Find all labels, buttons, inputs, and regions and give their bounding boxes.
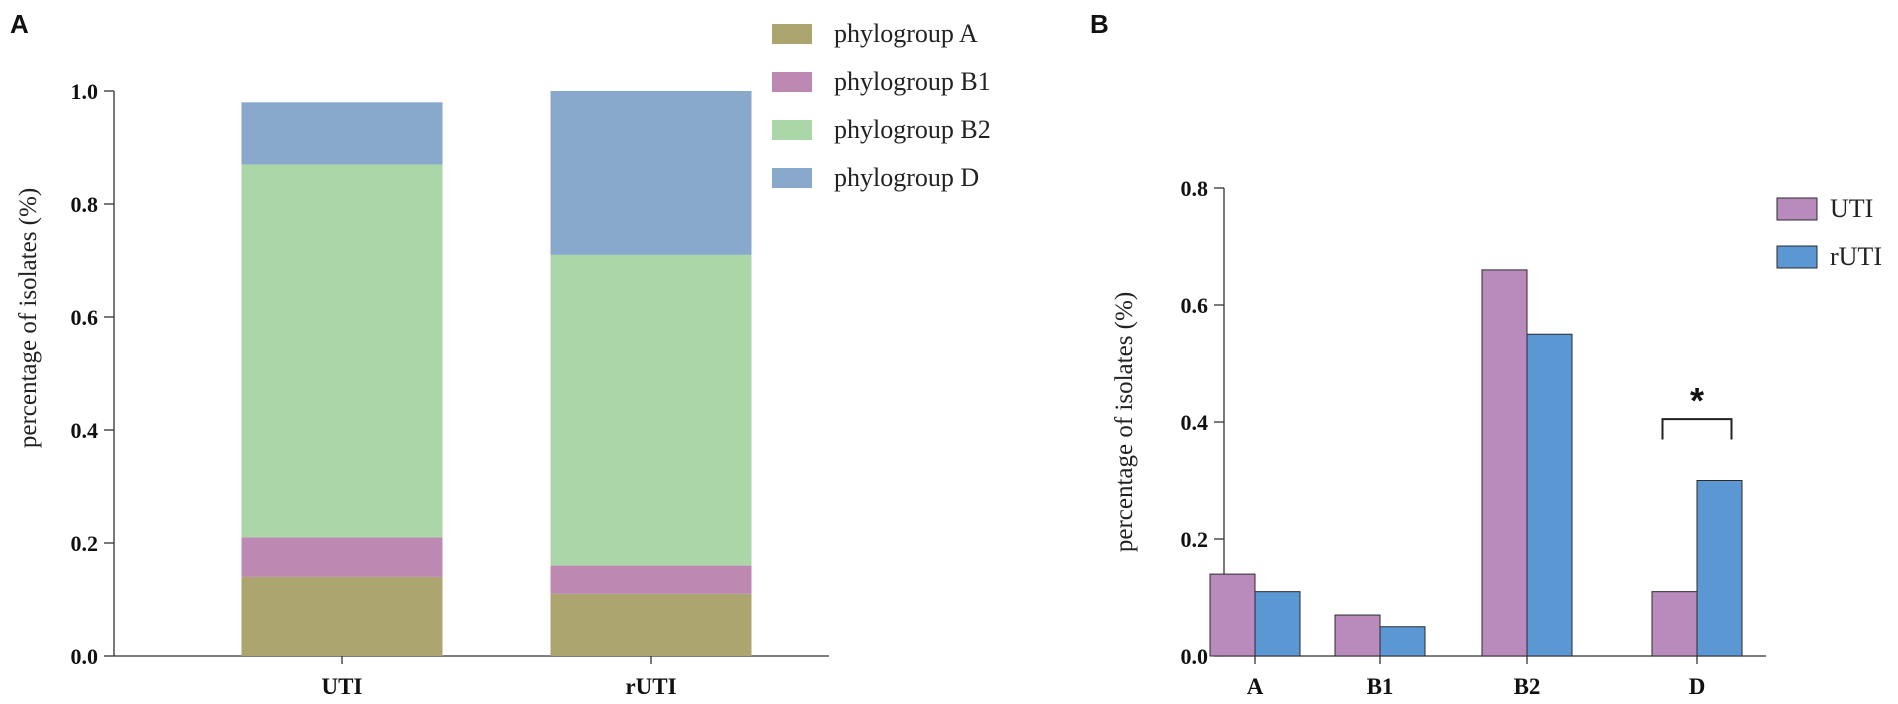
y-tick-label-b: 0.2 <box>1181 527 1209 552</box>
bar-uti-phylogroup-d <box>241 102 443 165</box>
x-tick-label-ruti: rUTI <box>625 674 676 699</box>
legend-swatch-phylogroup-b1 <box>772 72 812 92</box>
panel-label-b: B <box>1090 9 1109 39</box>
y-axis-label-a: percentage of isolates (%) <box>15 188 42 448</box>
bar-ruti-phylogroup-a <box>550 593 752 656</box>
significance-marker: * <box>1690 380 1704 421</box>
bar-ruti-phylogroup-b1 <box>550 565 752 594</box>
legend-label-uti: UTI <box>1830 194 1873 223</box>
x-tick-label-d: D <box>1689 674 1706 699</box>
y-tick-label-a: 0.4 <box>71 418 99 443</box>
y-tick-label-b: 0.8 <box>1181 176 1209 201</box>
legend-item-phylogroup-a: phylogroup A <box>772 19 978 48</box>
bar-ruti-phylogroup-b2 <box>550 254 752 566</box>
y-tick-label-b: 0.0 <box>1181 644 1209 669</box>
legend-swatch-ruti <box>1776 245 1818 269</box>
x-tick-label-a: A <box>1247 674 1264 699</box>
y-tick-label-a: 0.2 <box>71 531 99 556</box>
bar-ruti-phylogroup-d <box>550 91 752 255</box>
legend-label-ruti: rUTI <box>1830 242 1882 271</box>
bar-b1-ruti <box>1379 626 1426 657</box>
legend-item-phylogroup-d: phylogroup D <box>772 163 979 192</box>
y-tick-label-a: 0.6 <box>71 305 99 330</box>
y-tick-label-a: 0.0 <box>71 644 99 669</box>
legend-label-phylogroup-b2: phylogroup B2 <box>834 115 991 144</box>
legend-swatch-phylogroup-d <box>772 168 812 188</box>
bar-uti-phylogroup-b1 <box>241 537 443 577</box>
legend-item-ruti: rUTI <box>1776 242 1882 271</box>
bar-b2-uti <box>1481 269 1528 657</box>
legend-swatch-phylogroup-b2 <box>772 120 812 140</box>
legend-swatch-phylogroup-a <box>772 24 812 44</box>
bar-a-uti <box>1209 573 1256 657</box>
y-tick-label-a: 1.0 <box>71 79 99 104</box>
bar-d-ruti <box>1696 480 1743 657</box>
y-axis-label-b: percentage of isolates (%) <box>1111 292 1138 552</box>
legend-label-phylogroup-a: phylogroup A <box>834 19 978 48</box>
legend-item-phylogroup-b2: phylogroup B2 <box>772 115 991 144</box>
y-tick-label-b: 0.6 <box>1181 293 1209 318</box>
bar-uti-phylogroup-a <box>241 576 443 656</box>
bar-b2-ruti <box>1526 333 1573 657</box>
y-tick-label-b: 0.4 <box>1181 410 1209 435</box>
bar-a-ruti <box>1254 591 1301 657</box>
panel-label-a: A <box>10 9 29 39</box>
panel-b: B percentage of isolates (%) 0.0 0.2 0.4 0.… <box>1090 9 1882 699</box>
x-tick-label-b2: B2 <box>1514 674 1541 699</box>
legend-item-uti: UTI <box>1776 194 1873 223</box>
bar-uti-phylogroup-b2 <box>241 164 443 538</box>
legend-swatch-uti <box>1776 197 1818 221</box>
y-tick-label-a: 0.8 <box>71 192 99 217</box>
x-tick-label-b1: B1 <box>1367 674 1394 699</box>
legend-label-phylogroup-d: phylogroup D <box>834 163 979 192</box>
legend-item-phylogroup-b1: phylogroup B1 <box>772 67 991 96</box>
bar-b1-uti <box>1334 614 1381 657</box>
significance-bracket <box>1661 418 1733 440</box>
bar-d-uti <box>1651 591 1698 657</box>
panel-a: A percentage of isolates (%) 0.0 0.2 0.4 0.… <box>10 9 991 699</box>
legend-label-phylogroup-b1: phylogroup B1 <box>834 67 991 96</box>
x-tick-label-uti: UTI <box>322 674 363 699</box>
